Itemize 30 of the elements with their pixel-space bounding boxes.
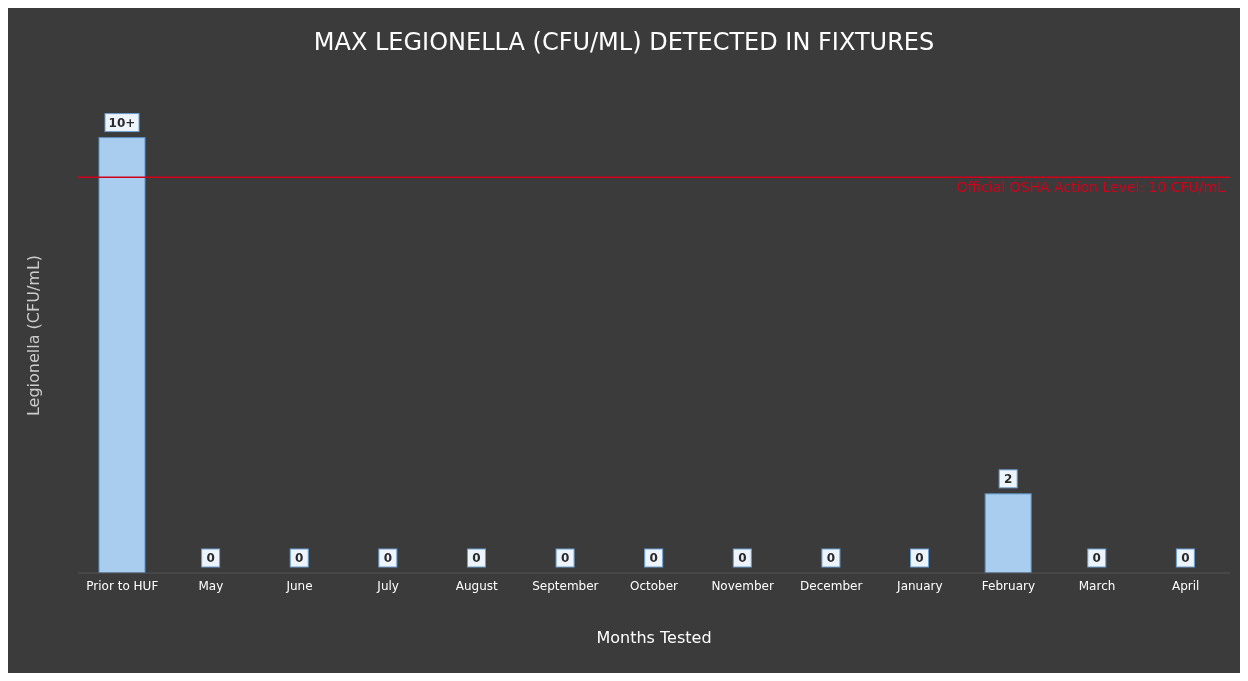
x-tick-label: April [1171,578,1200,593]
x-tick-label: August [455,578,499,593]
x-tick-label: July [376,578,399,593]
data-label: 0 [826,551,836,565]
x-tick-label: November [711,578,774,593]
x-tick-label: March [1078,578,1116,593]
x-tick-label: May [198,578,224,593]
data-label: 0 [738,551,747,565]
x-tick-label: December [800,578,863,593]
data-label: 0 [1092,551,1101,565]
ref-line-label: Official OSHA Action Level: 10 CFU/mL [956,179,1226,196]
data-label: 0 [206,551,215,565]
y-axis-title: Legionella (CFU/mL) [23,254,43,417]
x-tick-label: June [285,578,313,593]
data-label: 0 [560,551,570,565]
data-label: 0 [295,551,304,565]
data-label: 0 [383,551,393,565]
x-tick-label: January [896,578,943,593]
x-tick-label: February [981,578,1036,593]
data-label: 0 [649,551,658,565]
x-tick-label: September [532,578,599,593]
data-label: 0 [915,551,924,565]
x-axis-title: Months Tested [596,628,712,647]
data-label: 2 [1003,471,1013,486]
data-label: 10+ [108,115,136,130]
x-tick-label: October [629,578,679,593]
data-label: 0 [472,551,481,565]
chart-title: MAX LEGIONELLA (CFU/ML) DETECTED IN FIXTURES [312,27,936,58]
x-tick-label: Prior to HUF [86,578,159,593]
data-label: 0 [1181,551,1190,565]
